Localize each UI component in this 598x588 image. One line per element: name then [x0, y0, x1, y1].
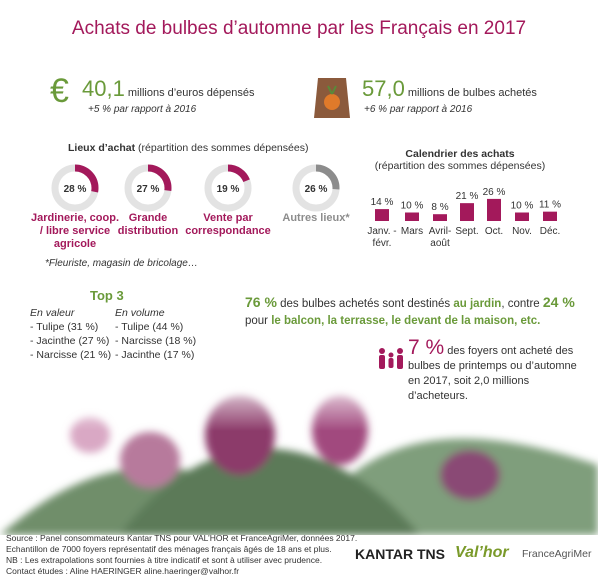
donut-label: 26 %: [305, 184, 328, 195]
stat-change: +6 % par rapport à 2016: [364, 104, 473, 115]
footer-line: Source : Panel consommateurs Kantar TNS …: [6, 533, 358, 543]
title: Achats de bulbes d’automne par les Franç…: [71, 18, 527, 39]
bar-heading: Calendrier des achats (répartition des so…: [355, 148, 565, 172]
euro-icon: €: [50, 72, 69, 110]
top3-column: En valeur - Tulipe (31 %) - Jacinthe (27 %…: [30, 306, 111, 362]
bar-label: 10 %: [401, 201, 424, 212]
top3-item: - Tulipe (31 %): [30, 321, 99, 333]
bar: [460, 203, 474, 221]
destination-part: 24 %: [542, 294, 575, 310]
destination-part: , contre: [501, 298, 543, 310]
destination-part: pour: [245, 315, 272, 327]
stat-text: millions d’euros dépensés: [127, 87, 255, 99]
bar: [543, 211, 557, 221]
stat-change: +5 % par rapport à 2016: [88, 104, 197, 115]
bar-category: Mars: [400, 226, 424, 237]
households-value: 7 %: [408, 336, 445, 359]
bar-label: 11 %: [539, 200, 561, 211]
people-icon: [379, 348, 403, 369]
bar-category: Janv. - févr.: [367, 226, 397, 249]
footer-line: NB : Les extrapolations sont fournies à …: [6, 555, 323, 565]
donut-arc: [292, 164, 340, 212]
stat-text: millions de bulbes achetés: [407, 87, 537, 99]
chart-title: Calendrier des achats: [405, 148, 515, 160]
destination-part: au jardin: [453, 298, 502, 310]
donut-label: 19 %: [217, 184, 240, 195]
donut-arc: [51, 164, 99, 212]
bar-label: 14 %: [371, 197, 394, 208]
stat: 40,1 millions d’euros dépensés: [82, 76, 254, 102]
bar-label: 10 %: [511, 201, 534, 212]
bar-label: 26 %: [483, 187, 506, 198]
households: 7 % des foyers ont acheté des bulbes de …: [408, 337, 578, 404]
bar-category: Déc.: [539, 226, 561, 237]
top3-item: - Narcisse (21 %): [30, 349, 112, 361]
donut-label: 28 %: [64, 184, 87, 195]
top3-title: Top 3: [90, 288, 124, 303]
donut-label: 27 %: [137, 184, 160, 195]
bar-category: Avril-août: [428, 226, 452, 249]
footer-line: Contact études : Aline HAERINGER aline.h…: [6, 566, 240, 576]
donut-category: Autres lieux*: [282, 212, 350, 224]
donut-category: Vente par correspondance: [185, 212, 271, 237]
destination-part: 76 %: [245, 294, 277, 310]
bar-category: Sept.: [455, 226, 479, 237]
footer: Source : Panel consommateurs Kantar TNS …: [6, 533, 357, 577]
bar: [375, 209, 389, 221]
logo-franceagrimer: FranceAgriMer: [522, 548, 592, 560]
logo-valhor: Val’hor: [455, 544, 509, 561]
bar: [515, 212, 529, 221]
bar: [433, 214, 447, 221]
stat-value: 57,0: [362, 76, 405, 101]
footer-line: Echantillon de 7000 foyers représentatif…: [6, 544, 332, 554]
donut-category: Grande distribution: [117, 212, 179, 237]
top3-item: - Jacinthe (27 %): [30, 335, 110, 347]
chart-subtitle: (répartition des sommes dépensées): [138, 142, 309, 154]
bar-category: Oct.: [484, 226, 504, 237]
charts: 28 % 27 % 19 % 26 % 14 % 10 % 8 % 21 % 26 % 10 % 1…: [51, 164, 561, 221]
bar: [405, 212, 419, 221]
bar-category: Nov.: [512, 226, 532, 237]
destination-part: le balcon, la terrasse, le devant de la …: [271, 315, 541, 327]
logo-kantar: KANTAR TNS: [355, 546, 445, 562]
top3-item: - Jacinthe (17 %): [115, 349, 195, 361]
destination-part: des bulbes achetés sont destinés: [276, 298, 454, 310]
stat: 57,0 millions de bulbes achetés: [362, 76, 537, 102]
donut-heading: Lieux d’achat (répartition des sommes dé…: [68, 142, 308, 154]
bag-icon: [314, 78, 350, 118]
top3-item: - Narcisse (18 %): [115, 335, 197, 347]
top3-item: - Tulipe (44 %): [115, 321, 184, 333]
bar-label: 8 %: [431, 202, 448, 213]
tulip-photo: [0, 375, 598, 535]
bar-label: 21 %: [456, 191, 479, 202]
households-text: des foyers ont acheté des bulbes de prin…: [408, 345, 577, 402]
bar: [487, 198, 501, 221]
donut-arc: [204, 164, 252, 212]
donut-arc: [124, 164, 172, 212]
top3-header: En valeur: [30, 307, 75, 319]
chart-subtitle: (répartition des sommes dépensées): [374, 160, 546, 172]
chart-title: Lieux d’achat: [68, 142, 136, 154]
stat-value: 40,1: [82, 76, 125, 101]
top3-column: En volume - Tulipe (44 %) - Narcisse (18 %…: [115, 306, 196, 362]
donut-category: Jardinerie, coop. / libre service agrico…: [30, 212, 120, 250]
footnote: *Fleuriste, magasin de bricolage…: [45, 258, 198, 269]
destination: 76 % des bulbes achetés sont destinés au…: [245, 294, 590, 330]
top3-header: En volume: [115, 307, 165, 319]
